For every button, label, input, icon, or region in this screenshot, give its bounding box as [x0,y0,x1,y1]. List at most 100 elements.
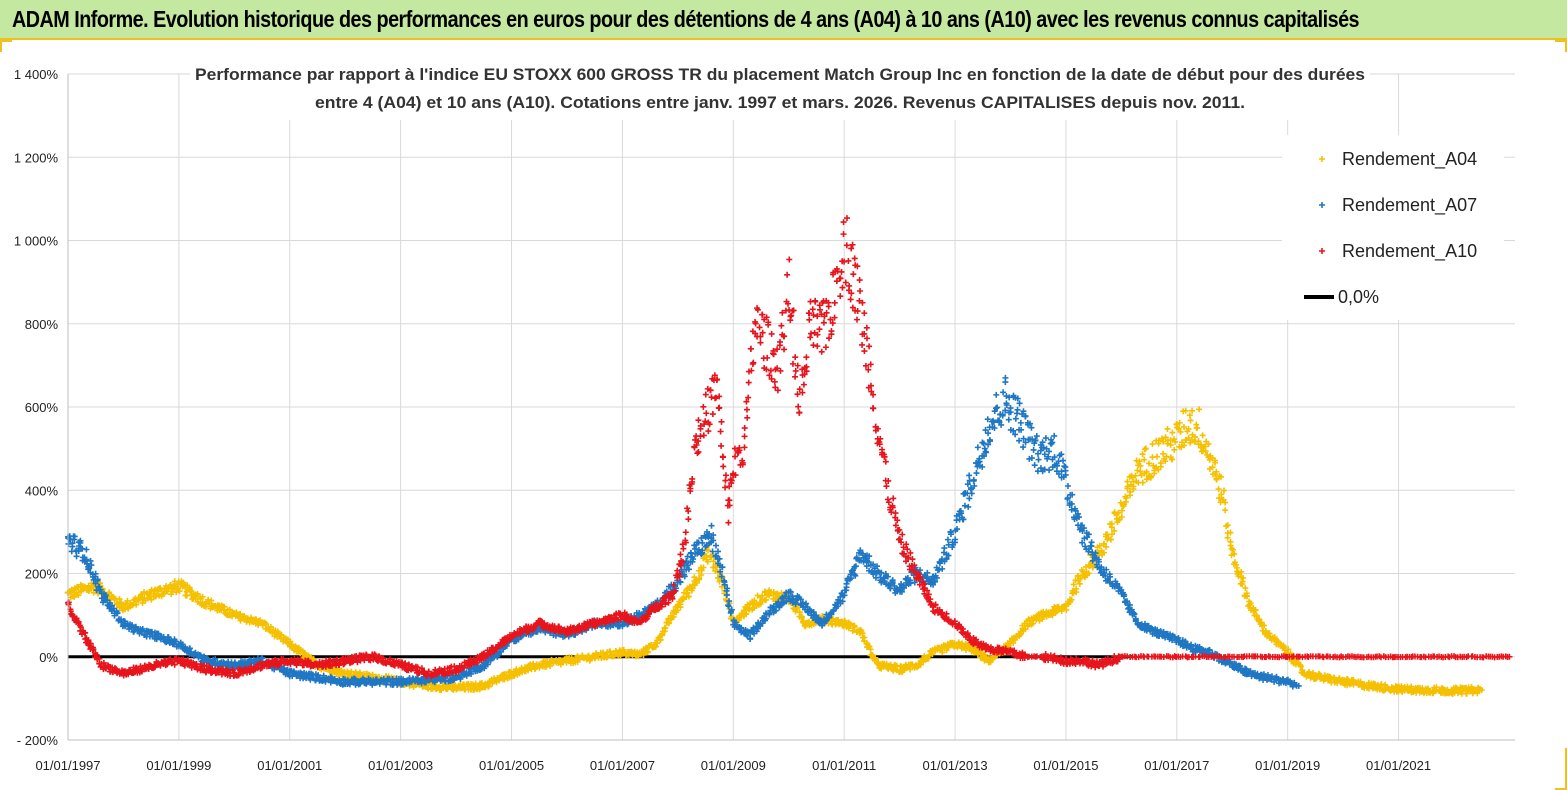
data-point-rendement-a04 [1182,407,1189,414]
data-point-rendement-a07 [1030,446,1037,453]
data-point-rendement-a04 [1108,520,1115,527]
data-point-rendement-a10 [722,477,729,484]
data-point-rendement-a04 [1085,570,1092,577]
page-title: ADAM Informe. Evolution historique des p… [12,6,1360,32]
data-point-rendement-a10 [709,411,716,418]
data-point-rendement-a04 [1213,475,1220,482]
data-point-rendement-a04 [1107,536,1114,543]
data-point-rendement-a10 [745,379,752,386]
data-point-rendement-a10 [694,450,701,457]
data-point-rendement-a04 [1177,428,1184,435]
series-rendement-a04 [64,406,1485,698]
data-point-rendement-a04 [424,684,431,691]
data-point-rendement-a07 [1035,456,1042,463]
data-point-rendement-a04 [926,652,933,659]
data-point-rendement-a10 [859,341,866,348]
data-point-rendement-a10 [787,317,794,324]
data-point-rendement-a07 [1000,389,1007,396]
data-point-rendement-a04 [1213,468,1220,475]
data-point-rendement-a10 [861,348,868,355]
data-point-rendement-a07 [73,553,80,560]
data-point-rendement-a04 [1149,441,1156,448]
data-point-rendement-a04 [1155,466,1162,473]
data-point-rendement-a04 [1129,474,1136,481]
data-point-rendement-a04 [1228,545,1235,552]
data-point-rendement-a04 [122,600,129,607]
data-point-rendement-a04 [846,620,853,627]
data-point-rendement-a10 [792,354,799,361]
data-point-rendement-a04 [1222,507,1229,514]
data-point-rendement-a07 [941,545,948,552]
data-point-rendement-a10 [680,545,687,552]
data-point-rendement-a04 [696,576,703,583]
data-point-rendement-a04 [1171,446,1178,453]
data-point-rendement-a10 [713,394,720,401]
data-point-rendement-a04 [192,595,199,602]
data-point-rendement-a04 [1159,435,1166,442]
data-point-rendement-a07 [687,549,694,556]
data-point-rendement-a04 [863,640,870,647]
data-point-rendement-a10 [809,306,816,313]
data-point-rendement-a04 [644,648,651,655]
data-point-rendement-a10 [795,403,802,410]
data-point-rendement-a04 [208,597,215,604]
data-point-rendement-a04 [1134,467,1141,474]
data-point-rendement-a07 [961,502,968,509]
data-point-rendement-a10 [719,453,726,460]
data-point-rendement-a10 [743,406,750,413]
data-point-rendement-a10 [792,373,799,380]
data-point-rendement-a04 [1242,585,1249,592]
data-point-rendement-a04 [1239,581,1246,588]
data-point-rendement-a04 [1247,600,1254,607]
data-point-rendement-a10 [756,324,763,331]
data-point-rendement-a10 [695,417,702,424]
data-point-rendement-a10 [828,328,835,335]
data-point-rendement-a10 [883,483,890,490]
data-point-rendement-a10 [814,343,821,350]
data-point-rendement-a04 [194,590,201,597]
data-point-rendement-a04 [220,603,227,610]
data-point-rendement-a04 [1162,458,1169,465]
data-point-rendement-a07 [965,503,972,510]
data-point-rendement-a04 [861,634,868,641]
data-point-rendement-a04 [1201,443,1208,450]
data-point-rendement-a10 [856,277,863,284]
data-point-rendement-a04 [689,585,696,592]
data-point-rendement-a07 [1042,435,1049,442]
data-point-rendement-a04 [796,609,803,616]
data-point-rendement-a04 [1068,596,1075,603]
data-point-rendement-a10 [705,428,712,435]
corner-mark-bottom-right [1555,748,1567,790]
data-point-rendement-a07 [993,391,1000,398]
data-point-rendement-a04 [1196,406,1203,413]
data-point-rendement-a04 [851,622,858,629]
data-point-rendement-a10 [768,330,775,337]
data-point-rendement-a04 [1077,575,1084,582]
data-point-rendement-a04 [1139,451,1146,458]
data-point-rendement-a07 [939,565,946,572]
data-point-rendement-a04 [173,589,180,596]
data-point-rendement-a04 [1218,491,1225,498]
data-point-rendement-a04 [798,614,805,621]
data-point-rendement-a10 [726,497,733,504]
data-point-rendement-a04 [704,558,711,565]
data-point-rendement-a10 [718,442,725,449]
data-point-rendement-a04 [1025,616,1032,623]
data-point-rendement-a04 [1253,612,1260,619]
data-point-rendement-a04 [920,659,927,666]
data-point-rendement-a10 [784,271,791,278]
data-point-rendement-a10 [820,319,827,326]
data-point-rendement-a10 [747,345,754,352]
data-point-rendement-a04 [1164,425,1171,432]
data-point-rendement-a04 [1194,424,1201,431]
data-point-rendement-a04 [124,597,131,604]
data-point-rendement-a04 [657,636,664,643]
data-point-rendement-a04 [704,547,711,554]
data-point-rendement-a04 [1261,622,1268,629]
data-point-rendement-a10 [831,299,838,306]
corner-mark-top-left [0,40,12,52]
title-banner: ADAM Informe. Evolution historique des p… [0,0,1567,40]
data-point-rendement-a10 [677,551,684,558]
data-point-rendement-a10 [806,316,813,323]
data-point-rendement-a04 [743,610,750,617]
